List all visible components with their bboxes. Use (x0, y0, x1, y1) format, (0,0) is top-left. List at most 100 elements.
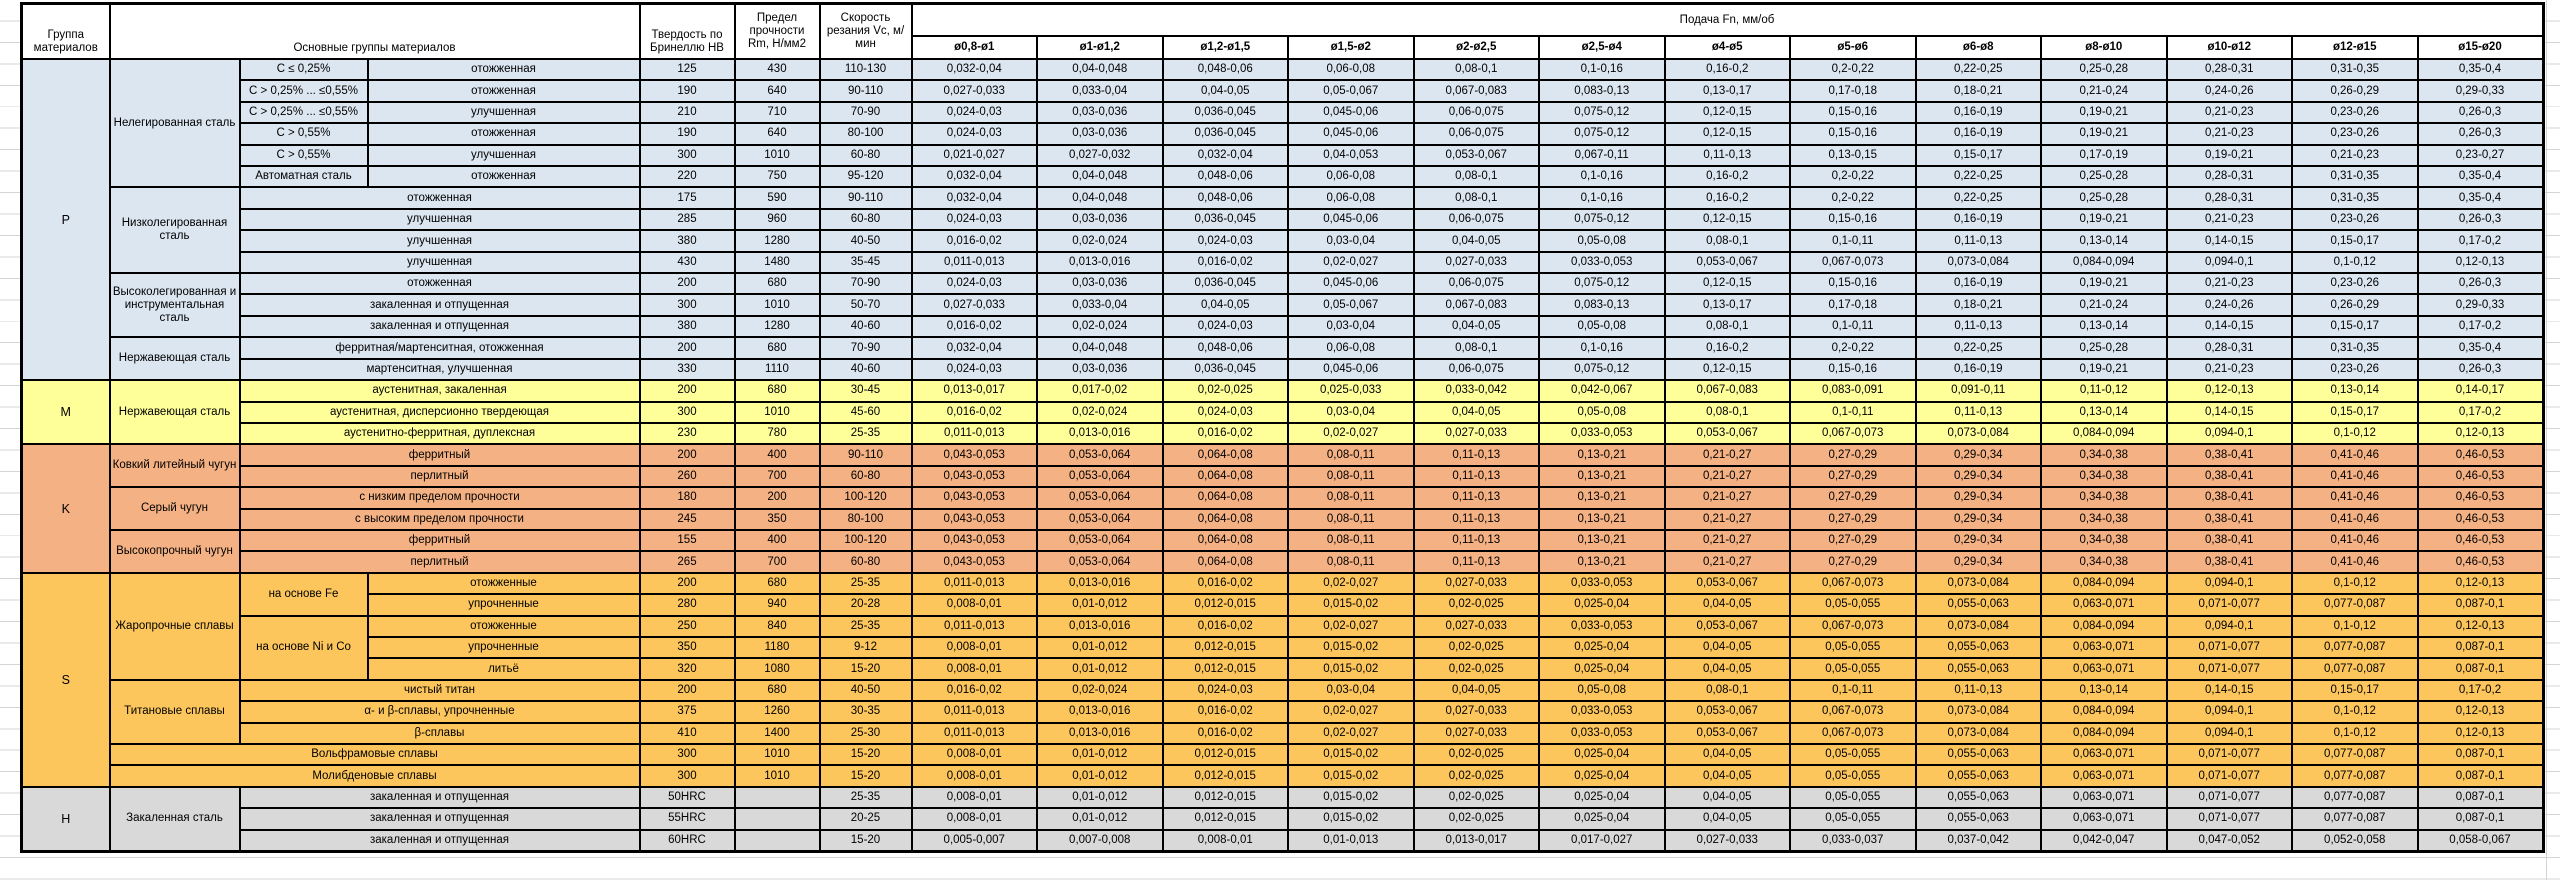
feed-cell[interactable]: 0,17-0,2 (2416, 678, 2544, 703)
feed-cell[interactable]: 0,46-0,53 (2416, 528, 2544, 553)
feed-cell[interactable]: 0,41-0,46 (2291, 443, 2419, 467)
material-cell[interactable]: Автоматная сталь (238, 165, 369, 189)
feed-cell[interactable]: 0,03-0,04 (1287, 314, 1415, 339)
speed-cell[interactable]: 20-28 (818, 593, 913, 617)
material-cell[interactable]: упрочненные (366, 593, 641, 617)
feed-cell[interactable]: 0,053-0,067 (1663, 721, 1791, 746)
feed-cell[interactable]: 0,027-0,033 (1412, 421, 1540, 446)
feed-cell[interactable]: 0,06-0,075 (1412, 272, 1540, 296)
feed-cell[interactable]: 0,01-0,012 (1036, 657, 1164, 681)
feed-cell[interactable]: 0,016-0,02 (1161, 700, 1289, 724)
feed-cell[interactable]: 0,27-0,29 (1789, 464, 1917, 489)
feed-cell[interactable]: 0,027-0,033 (1412, 700, 1540, 724)
feed-cell[interactable]: 0,23-0,26 (2291, 357, 2419, 382)
feed-cell[interactable]: 0,015-0,02 (1287, 593, 1415, 617)
feed-cell[interactable]: 0,05-0,067 (1287, 79, 1415, 103)
feed-cell[interactable]: 0,083-0,13 (1538, 79, 1666, 103)
feed-cell[interactable]: 0,11-0,13 (1412, 528, 1540, 553)
header-feed[interactable]: Подача Fn, мм/об (910, 2, 2544, 37)
feed-cell[interactable]: 0,053-0,064 (1036, 443, 1164, 467)
feed-cell[interactable]: 0,26-0,29 (2291, 293, 2419, 317)
feed-column-header[interactable]: ø4-ø5 (1663, 35, 1791, 60)
feed-cell[interactable]: 0,011-0,013 (910, 614, 1038, 638)
feed-cell[interactable]: 0,11-0,13 (1412, 464, 1540, 489)
feed-cell[interactable]: 0,071-0,077 (2165, 742, 2293, 767)
feed-cell[interactable]: 0,064-0,08 (1161, 464, 1289, 489)
feed-cell[interactable]: 0,25-0,28 (2040, 186, 2168, 210)
material-cell[interactable]: улучшенная (366, 100, 641, 125)
feed-cell[interactable]: 0,094-0,1 (2165, 250, 2293, 275)
hardness-cell[interactable]: 260 (638, 464, 736, 489)
speed-cell[interactable]: 20-25 (818, 807, 913, 831)
speed-cell[interactable]: 25-35 (818, 614, 913, 638)
feed-cell[interactable]: 0,063-0,071 (2040, 593, 2168, 617)
feed-cell[interactable]: 0,34-0,38 (2040, 443, 2168, 467)
feed-cell[interactable]: 0,05-0,055 (1789, 807, 1917, 831)
feed-cell[interactable]: 0,19-0,21 (2040, 357, 2168, 382)
material-cell[interactable]: Жаропрочные сплавы (108, 571, 241, 681)
material-cell[interactable]: улучшенная (238, 207, 641, 232)
feed-cell[interactable]: 0,063-0,071 (2040, 764, 2168, 788)
feed-column-header[interactable]: ø8-ø10 (2040, 35, 2168, 60)
feed-cell[interactable]: 0,055-0,063 (1914, 807, 2042, 831)
feed-cell[interactable]: 0,46-0,53 (2416, 464, 2544, 489)
feed-cell[interactable]: 0,41-0,46 (2291, 507, 2419, 531)
feed-cell[interactable]: 0,045-0,06 (1287, 100, 1415, 125)
feed-cell[interactable]: 0,008-0,01 (910, 593, 1038, 617)
feed-cell[interactable]: 0,045-0,06 (1287, 357, 1415, 382)
feed-cell[interactable]: 0,048-0,06 (1161, 165, 1289, 189)
feed-cell[interactable]: 0,027-0,033 (1412, 721, 1540, 746)
feed-cell[interactable]: 0,012-0,015 (1161, 807, 1289, 831)
feed-cell[interactable]: 0,063-0,071 (2040, 807, 2168, 831)
feed-cell[interactable]: 0,27-0,29 (1789, 550, 1917, 574)
feed-cell[interactable]: 0,067-0,11 (1538, 143, 1666, 168)
hardness-cell[interactable]: 410 (638, 721, 736, 746)
material-cell[interactable]: с высоким пределом прочности (238, 507, 641, 531)
feed-cell[interactable]: 0,025-0,04 (1538, 764, 1666, 788)
hardness-cell[interactable]: 380 (638, 229, 736, 253)
feed-cell[interactable]: 0,053-0,067 (1663, 571, 1791, 596)
feed-cell[interactable]: 0,094-0,1 (2165, 721, 2293, 746)
feed-cell[interactable]: 0,033-0,042 (1412, 379, 1540, 403)
feed-cell[interactable]: 0,12-0,15 (1663, 357, 1791, 382)
feed-cell[interactable]: 0,06-0,075 (1412, 207, 1540, 232)
hardness-cell[interactable]: 300 (638, 742, 736, 767)
strength-cell[interactable]: 640 (733, 122, 821, 146)
hardness-cell[interactable]: 265 (638, 550, 736, 574)
feed-cell[interactable]: 0,067-0,083 (1412, 293, 1540, 317)
feed-cell[interactable]: 0,11-0,13 (1914, 678, 2042, 703)
feed-cell[interactable]: 0,12-0,13 (2416, 421, 2544, 446)
hardness-cell[interactable]: 175 (638, 186, 736, 210)
feed-cell[interactable]: 0,15-0,16 (1789, 272, 1917, 296)
feed-cell[interactable]: 0,053-0,064 (1036, 550, 1164, 574)
feed-cell[interactable]: 0,024-0,03 (910, 357, 1038, 382)
speed-cell[interactable]: 40-50 (818, 678, 913, 703)
feed-cell[interactable]: 0,033-0,053 (1538, 250, 1666, 275)
feed-cell[interactable]: 0,043-0,053 (910, 528, 1038, 553)
feed-cell[interactable]: 0,087-0,1 (2416, 807, 2544, 831)
feed-cell[interactable]: 0,21-0,23 (2291, 143, 2419, 168)
speed-cell[interactable]: 15-20 (818, 828, 913, 853)
feed-cell[interactable]: 0,053-0,064 (1036, 486, 1164, 510)
feed-cell[interactable]: 0,2-0,22 (1789, 186, 1917, 210)
feed-cell[interactable]: 0,22-0,25 (1914, 165, 2042, 189)
feed-cell[interactable]: 0,02-0,025 (1412, 807, 1540, 831)
feed-cell[interactable]: 0,03-0,036 (1036, 207, 1164, 232)
feed-cell[interactable]: 0,38-0,41 (2165, 528, 2293, 553)
feed-cell[interactable]: 0,073-0,084 (1914, 700, 2042, 724)
feed-cell[interactable]: 0,087-0,1 (2416, 657, 2544, 681)
feed-cell[interactable]: 0,024-0,03 (1161, 229, 1289, 253)
feed-column-header[interactable]: ø6-ø8 (1914, 35, 2042, 60)
material-cell[interactable]: аустенитно-ферритная, дуплексная (238, 421, 641, 446)
hardness-cell[interactable]: 280 (638, 593, 736, 617)
feed-cell[interactable]: 0,29-0,34 (1914, 486, 2042, 510)
strength-cell[interactable]: 1010 (733, 742, 821, 767)
feed-cell[interactable]: 0,28-0,31 (2165, 57, 2293, 82)
feed-cell[interactable]: 0,013-0,016 (1036, 614, 1164, 638)
feed-cell[interactable]: 0,03-0,04 (1287, 678, 1415, 703)
feed-cell[interactable]: 0,21-0,23 (2165, 272, 2293, 296)
feed-cell[interactable]: 0,03-0,04 (1287, 229, 1415, 253)
feed-cell[interactable]: 0,26-0,3 (2416, 100, 2544, 125)
feed-cell[interactable]: 0,02-0,025 (1412, 785, 1540, 810)
material-cell[interactable]: на основе Fe (238, 571, 369, 617)
